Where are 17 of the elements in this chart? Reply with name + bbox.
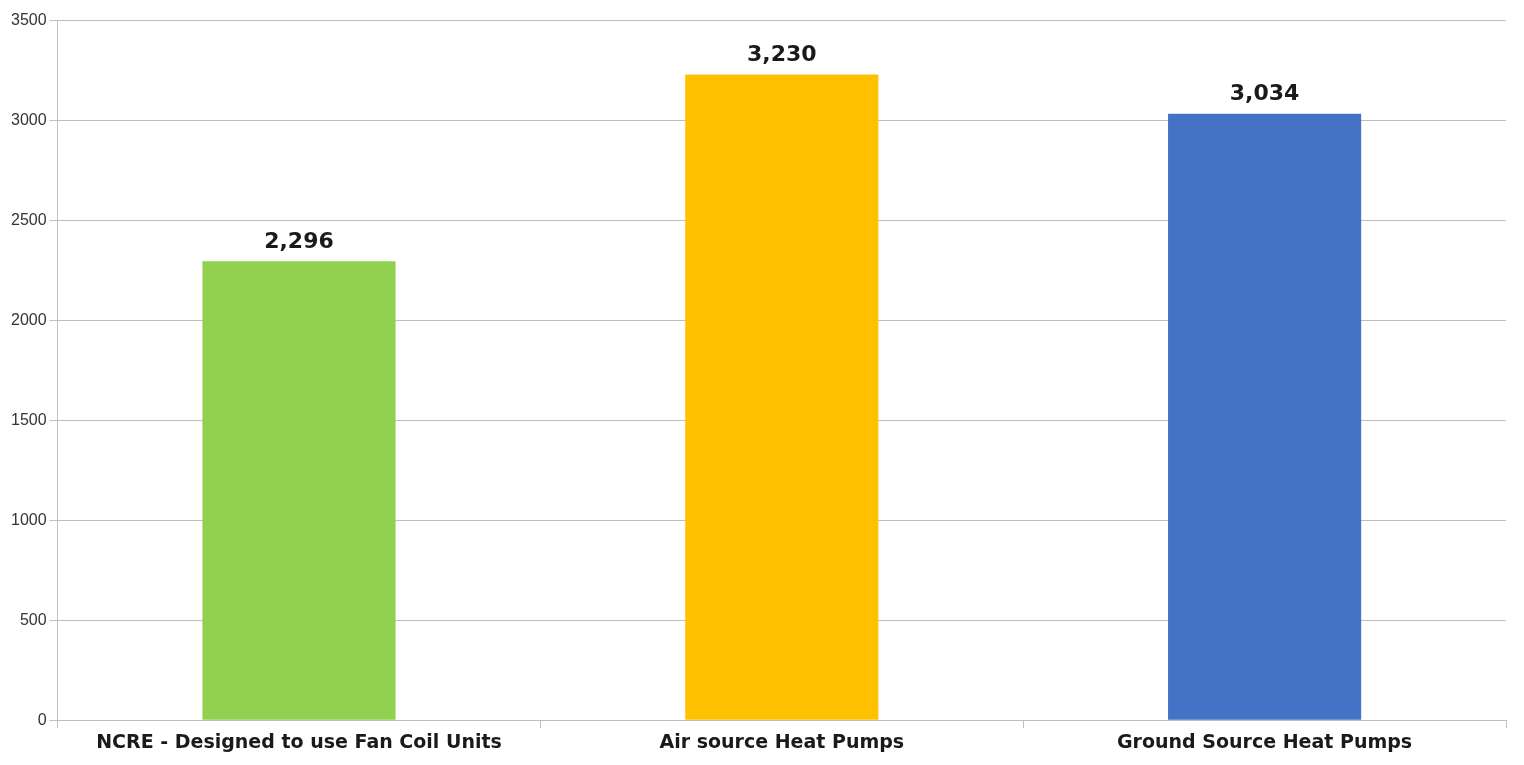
y-tick-label: 1500 <box>11 410 47 428</box>
x-tick-label: NCRE - Designed to use Fan Coil Units <box>96 729 502 752</box>
y-tick-label: 0 <box>37 710 47 728</box>
y-tick-label: 1000 <box>11 510 47 528</box>
y-tick-label: 500 <box>19 610 47 628</box>
y-tick-label: 2500 <box>11 210 47 228</box>
bar <box>1168 113 1362 720</box>
data-label: 2,296 <box>264 227 334 253</box>
bar <box>202 261 396 720</box>
data-label: 3,034 <box>1229 80 1300 106</box>
x-tick-label: Ground Source Heat Pumps <box>1117 729 1413 752</box>
y-tick-label: 3500 <box>11 11 47 29</box>
y-tick-label: 2000 <box>11 310 47 328</box>
bar <box>685 74 879 720</box>
data-label: 3,230 <box>747 41 817 67</box>
y-tick-label: 3000 <box>11 110 47 128</box>
x-tick-label: Air source Heat Pumps <box>659 729 905 752</box>
